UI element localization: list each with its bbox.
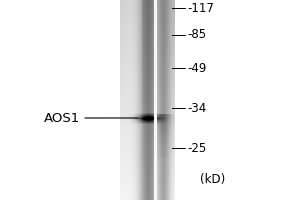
Text: -34: -34	[187, 102, 206, 114]
Text: (kD): (kD)	[200, 173, 225, 186]
Text: -117: -117	[187, 1, 214, 15]
Text: -25: -25	[187, 142, 206, 154]
Text: -85: -85	[187, 28, 206, 42]
Text: -49: -49	[187, 62, 206, 74]
Text: AOS1: AOS1	[44, 112, 80, 124]
